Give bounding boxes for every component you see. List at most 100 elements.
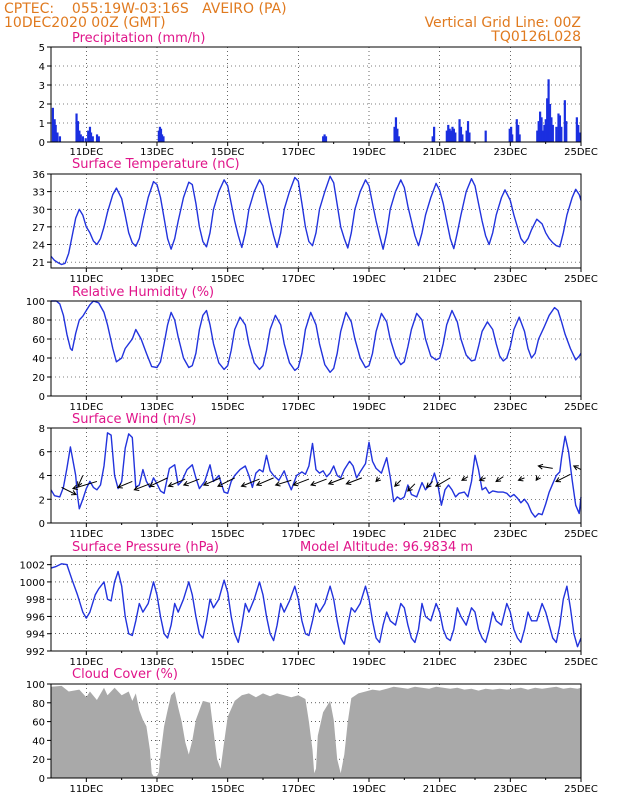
x-tick-label: 11DEC	[69, 402, 103, 413]
precip-bar	[445, 130, 448, 142]
precip-bar	[95, 134, 99, 142]
precip-bar	[447, 124, 450, 142]
precip-bar	[458, 119, 461, 142]
y-tick-label: 1002	[20, 561, 45, 572]
precip-bar	[452, 128, 455, 142]
precip-bar	[433, 126, 436, 142]
x-tick-label: 25DEC	[564, 147, 598, 158]
y-tick-label: 24	[32, 241, 45, 252]
panel-title: Precipitation (mm/h)	[72, 31, 205, 46]
precip-bar	[459, 126, 463, 142]
panel-frame	[50, 173, 582, 269]
wind-vector	[461, 475, 469, 481]
precip-bar	[75, 113, 78, 142]
y-tick-label: 20	[32, 373, 45, 384]
wind-vector	[71, 480, 98, 491]
x-tick-label: 13DEC	[140, 274, 174, 285]
wind-vector	[116, 480, 133, 489]
precip-bar	[89, 132, 93, 142]
x-tick-label: 13DEC	[140, 147, 174, 158]
precip-bar	[79, 134, 82, 142]
panel-title: Relative Humidity (%)	[72, 285, 214, 300]
x-tick-label: 19DEC	[352, 147, 386, 158]
x-tick-label: 17DEC	[281, 274, 315, 285]
precip-bar	[557, 113, 560, 142]
wind-vector	[274, 479, 292, 487]
precip-bar	[560, 126, 563, 142]
x-tick-label: 21DEC	[423, 657, 457, 668]
x-tick-label: 17DEC	[281, 529, 315, 540]
panel-4: 0 2 4 6 8 11DEC 13DEC 15DEC 17DEC 19DEC 21DEC 23DEC…	[39, 412, 598, 540]
precip-bar	[324, 136, 328, 142]
precip-bar	[323, 134, 326, 142]
precip-bar	[396, 128, 399, 142]
x-tick-label: 19DEC	[352, 657, 386, 668]
precip-bar	[550, 117, 553, 142]
series-line	[50, 563, 582, 648]
wind-vector	[555, 473, 571, 483]
y-tick-label: 100	[26, 680, 45, 691]
x-tick-label: 15DEC	[211, 147, 245, 158]
y-tick-label: 80	[32, 699, 45, 710]
precip-bar	[508, 128, 511, 142]
series-line	[50, 175, 582, 266]
precip-bar	[539, 111, 542, 142]
x-tick-label: 19DEC	[352, 402, 386, 413]
wind-vector	[535, 475, 541, 482]
wind-vector	[517, 476, 525, 482]
precip-bar	[97, 136, 100, 142]
precip-bar	[518, 134, 521, 142]
x-tick-label: 11DEC	[69, 529, 103, 540]
precip-bar	[431, 136, 434, 142]
header-location: CPTEC: 055:19W-03:16S AVEIRO (PA)	[4, 1, 287, 17]
y-tick-label: 994	[26, 630, 45, 641]
precip-bar	[91, 136, 94, 142]
precip-bar	[541, 130, 545, 142]
y-tick-label: 27	[32, 223, 45, 234]
precip-bar	[465, 130, 468, 142]
header-model-id: TQ0126L028	[490, 29, 581, 45]
precip-bar	[563, 100, 566, 142]
y-tick-label: 40	[32, 354, 45, 365]
wind-vector	[240, 478, 260, 488]
y-tick-label: 996	[26, 612, 45, 623]
y-tick-label: 3	[39, 81, 45, 92]
header-date: 10DEC2020 00Z (GMT)	[4, 15, 166, 31]
precip-bar	[322, 136, 325, 142]
series-line	[50, 432, 582, 518]
panel-frame	[50, 300, 582, 397]
y-tick-label: 2	[39, 495, 45, 506]
precip-bar	[577, 124, 580, 142]
x-tick-label: 13DEC	[140, 657, 174, 668]
x-tick-label: 21DEC	[423, 274, 457, 285]
wind-vector	[375, 476, 381, 483]
x-tick-label: 23DEC	[493, 529, 527, 540]
panel-frame	[50, 683, 582, 779]
x-tick-label: 13DEC	[140, 784, 174, 795]
precip-bar	[547, 79, 550, 142]
precip-bar	[484, 130, 487, 142]
panel-5: 992 994 996 998 1000 1002 11DEC 13DEC 15DEC 17DEC…	[20, 540, 598, 668]
x-tick-label: 17DEC	[281, 784, 315, 795]
y-tick-label: 8	[39, 424, 45, 435]
wind-vector	[133, 483, 151, 491]
y-tick-label: 40	[32, 736, 45, 747]
y-tick-label: 36	[32, 170, 45, 181]
wind-vector	[310, 478, 327, 487]
y-tick-label: 1000	[20, 578, 45, 589]
x-tick-label: 23DEC	[493, 784, 527, 795]
y-tick-label: 21	[32, 258, 45, 269]
wind-vector	[572, 465, 582, 471]
panel-title: Cloud Cover (%)	[72, 667, 178, 682]
x-tick-label: 19DEC	[352, 274, 386, 285]
precip-bar	[544, 119, 547, 142]
x-tick-label: 17DEC	[281, 402, 315, 413]
wind-vector	[434, 477, 451, 487]
wind-vector	[537, 463, 553, 470]
panel-1: 0 1 2 3 4 5 11DEC 13DEC 15DEC 17DEC 19DEC 21DEC 23DE…	[39, 31, 598, 158]
wind-vector	[394, 479, 402, 487]
precip-bar	[468, 132, 471, 142]
panel-annotation: Model Altitude: 96.9834 m	[300, 540, 473, 555]
y-tick-label: 20	[32, 755, 45, 766]
